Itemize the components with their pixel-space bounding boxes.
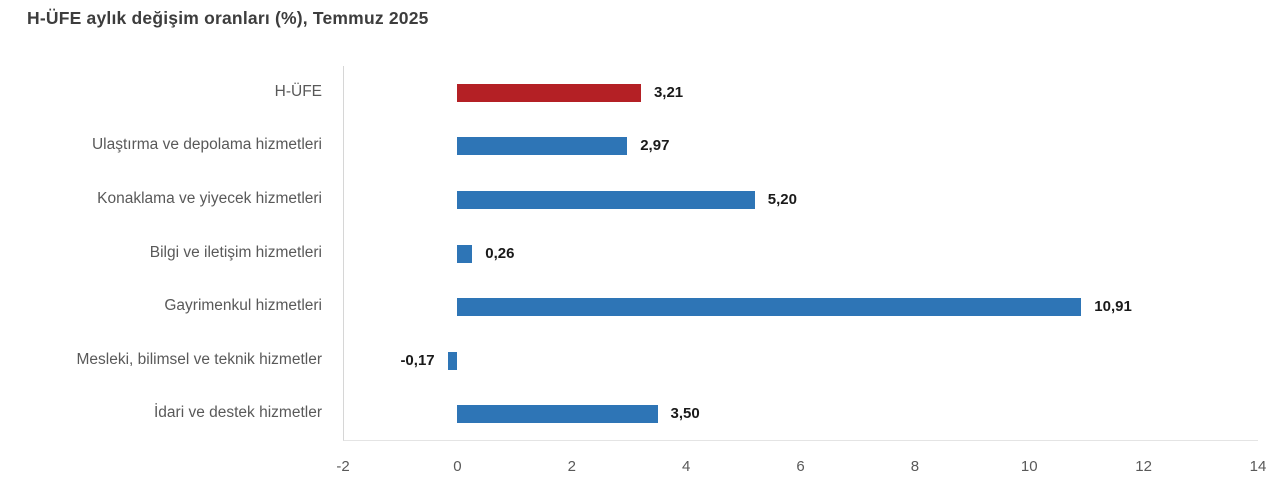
bar	[457, 190, 755, 209]
bar	[457, 244, 473, 263]
category-label: Gayrimenkul hizmetleri	[164, 297, 322, 315]
chart-title: H-ÜFE aylık değişim oranları (%), Temmuz…	[27, 8, 429, 28]
value-label: 5,20	[767, 190, 797, 208]
category-label: Konaklama ve yiyecek hizmetleri	[97, 189, 322, 207]
bar	[457, 298, 1082, 317]
x-tick-label: 12	[1135, 458, 1152, 475]
category-label: Bilgi ve iletişim hizmetleri	[149, 243, 322, 261]
value-label: 3,21	[653, 83, 684, 101]
bar	[457, 137, 628, 156]
x-tick-label: 8	[910, 458, 920, 475]
x-tick-label: -2	[336, 458, 350, 475]
category-label: İdari ve destek hizmetler	[154, 404, 322, 422]
bar	[457, 83, 641, 102]
bar	[447, 351, 458, 370]
value-label: 2,97	[640, 137, 670, 155]
category-label: H-ÜFE	[274, 82, 322, 100]
x-tick-label: 4	[681, 458, 691, 475]
x-tick-label: 10	[1020, 458, 1038, 475]
value-label: 0,26	[485, 244, 515, 262]
category-label: Mesleki, bilimsel ve teknik hizmetler	[76, 350, 323, 368]
x-tick-label: 14	[1249, 458, 1267, 475]
value-label: -0,17	[400, 351, 435, 369]
category-label: Ulaştırma ve depolama hizmetleri	[91, 136, 322, 154]
x-tick-label: 6	[796, 458, 805, 475]
value-label: 10,91	[1094, 298, 1132, 316]
value-label: 3,50	[670, 405, 700, 423]
plot-area	[343, 66, 1258, 441]
bar	[457, 405, 658, 424]
x-tick-label: 2	[567, 458, 576, 475]
x-tick-label: 0	[453, 458, 462, 475]
